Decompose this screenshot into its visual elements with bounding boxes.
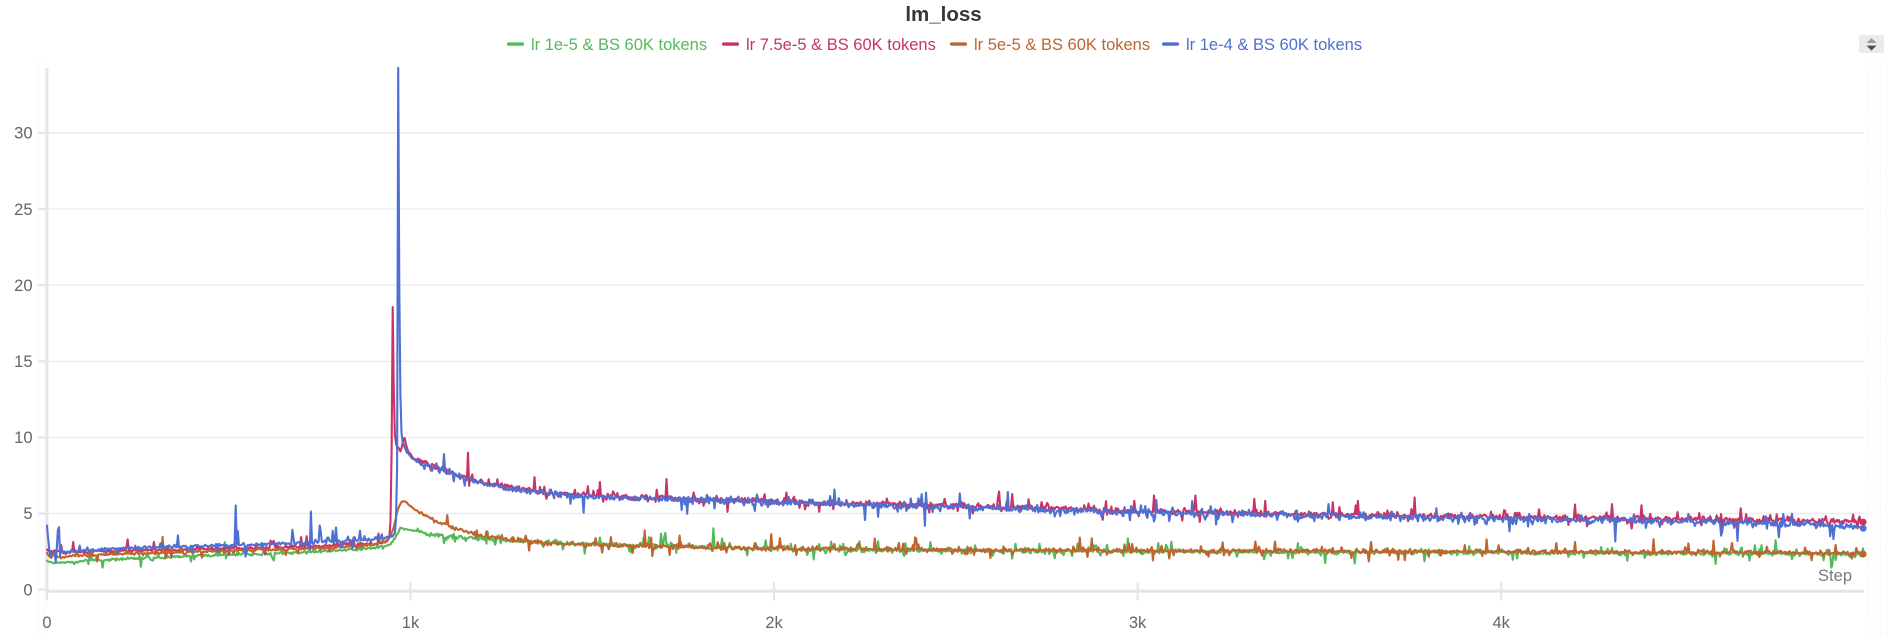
svg-text:25: 25 [14, 201, 32, 219]
svg-text:10: 10 [14, 429, 32, 447]
svg-text:20: 20 [14, 277, 32, 295]
svg-text:5: 5 [23, 505, 32, 523]
svg-text:3k: 3k [1129, 614, 1147, 632]
svg-text:lm_loss: lm_loss [905, 3, 981, 26]
svg-text:lr 7.5e-5 & BS 60K tokens: lr 7.5e-5 & BS 60K tokens [746, 36, 936, 54]
svg-text:30: 30 [14, 125, 32, 143]
svg-text:4k: 4k [1492, 614, 1510, 632]
svg-text:lr 1e-4 & BS 60K tokens: lr 1e-4 & BS 60K tokens [1186, 36, 1362, 54]
svg-text:lr 5e-5 & BS 60K tokens: lr 5e-5 & BS 60K tokens [974, 36, 1150, 54]
svg-text:0: 0 [23, 581, 32, 599]
svg-text:2k: 2k [765, 614, 783, 632]
svg-text:0: 0 [42, 614, 51, 632]
svg-text:lr 1e-5 & BS 60K tokens: lr 1e-5 & BS 60K tokens [531, 36, 707, 54]
svg-text:1k: 1k [402, 614, 420, 632]
svg-text:Step: Step [1818, 567, 1852, 585]
svg-text:15: 15 [14, 353, 32, 371]
